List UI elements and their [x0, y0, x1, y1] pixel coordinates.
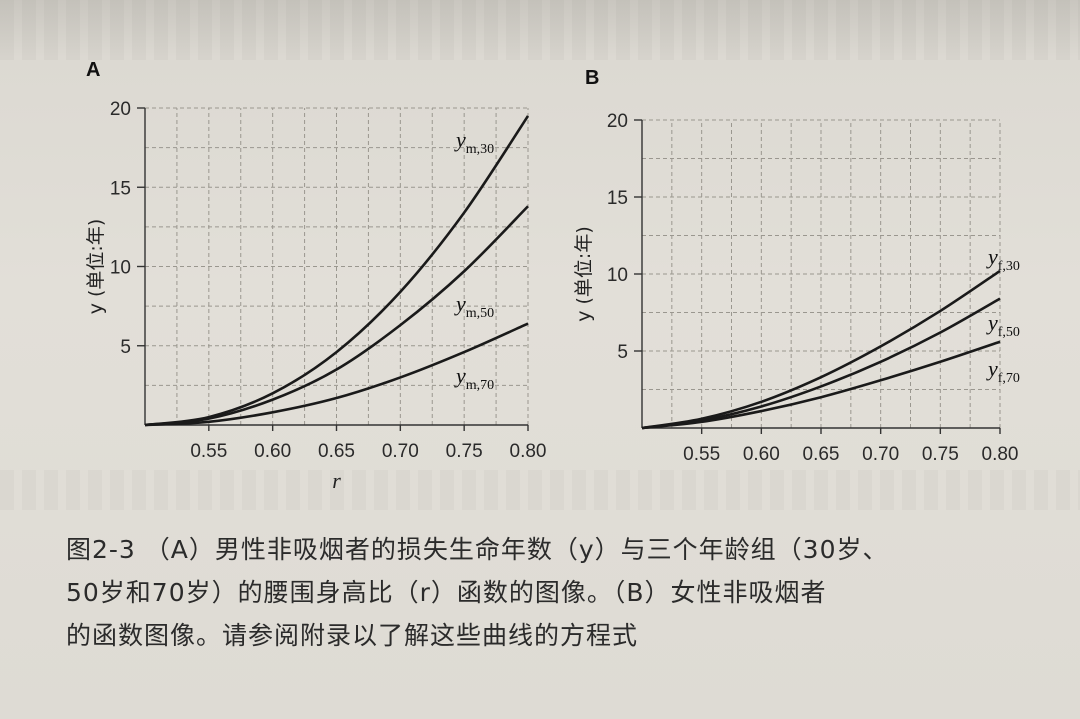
series-label-main: y — [986, 244, 998, 269]
series-label-subscript: m,70 — [466, 378, 494, 393]
series-label-subscript: f,50 — [998, 325, 1020, 340]
series-label-main: y — [454, 127, 466, 152]
chart-a-x-tick-label: 0.80 — [510, 441, 547, 462]
chart-b-series-line-f-50 — [641, 297, 1001, 430]
chart-b-series-label-f-50: yf,50 — [986, 310, 1020, 340]
caption-line-1: 图2-3 （A）男性非吸烟者的损失生命年数（y）与三个年龄组（30岁、 — [66, 535, 889, 564]
chart-b-y-tick-label: 5 — [617, 342, 628, 363]
chart-a-y-tick-label: 10 — [110, 258, 131, 279]
chart-a-y-axis-label: y (单位:年) — [85, 219, 107, 315]
chart-b-y-tick-label: 20 — [607, 111, 628, 132]
chart-a-x-tick-label: 0.75 — [446, 441, 483, 462]
chart-a-x-tick-label: 0.70 — [382, 441, 419, 462]
caption-line-3: 的函数图像。请参阅附录以了解这些曲线的方程式 — [66, 621, 639, 650]
chart-a-series-label-m-70: ym,70 — [454, 363, 494, 393]
chart-b-x-tick-label: 0.70 — [862, 444, 899, 465]
series-label-subscript: f,30 — [998, 259, 1020, 274]
series-label-subscript: f,70 — [998, 371, 1020, 386]
chart-b-series-label-f-30: yf,30 — [986, 244, 1020, 274]
chart-b-panel-label: B — [585, 67, 599, 89]
series-label-main: y — [986, 310, 998, 335]
chart-a-y-tick-label: 15 — [110, 178, 131, 199]
series-label-subscript: m,30 — [466, 142, 494, 157]
chart-a-y-tick-label: 5 — [120, 337, 131, 358]
series-label-main: y — [454, 363, 466, 388]
chart-b-y-axis-label: y (单位:年) — [573, 226, 595, 322]
chart-b-x-tick-label: 0.55 — [683, 444, 720, 465]
bleed-through-text-lower — [0, 470, 1080, 510]
chart-a-series-line-m-50 — [144, 205, 529, 427]
chart-a-y-tick-label: 20 — [110, 99, 131, 120]
chart-a-series-line-m-30 — [144, 115, 530, 427]
chart-b-x-tick-label: 0.60 — [743, 444, 780, 465]
figure-charts: 5 10 15 20 0.55 0.60 0.65 0.70 0.75 0.80 Ay (单位:年)… — [85, 59, 1020, 493]
chart-a-x-tick-label: 0.60 — [254, 441, 291, 462]
chart-a-x-tick-label: 0.55 — [190, 441, 227, 462]
series-label-subscript: m,50 — [466, 306, 494, 321]
chart-a-series-label-m-50: ym,50 — [454, 291, 494, 321]
bleed-through-text — [0, 0, 1080, 60]
caption-line-2: 50岁和70岁）的腰围身高比（r）函数的图像。（B）女性非吸烟者 — [66, 578, 827, 607]
chart-a-x-axis-label: r — [332, 468, 341, 493]
figure-caption: 图2-3 （A）男性非吸烟者的损失生命年数（y）与三个年龄组（30岁、 50岁和… — [66, 528, 1056, 657]
chart-b-series-label-f-70: yf,70 — [986, 356, 1020, 386]
chart-a-panel-label: A — [86, 59, 100, 81]
chart-b-x-tick-label: 0.80 — [982, 444, 1019, 465]
series-label-main: y — [454, 291, 466, 316]
series-label-main: y — [986, 356, 998, 381]
chart-b-y-tick-label: 10 — [607, 265, 628, 286]
chart-b-series-line-f-70 — [641, 340, 1001, 430]
chart-a-series-line-m-70 — [144, 322, 529, 427]
chart-b-x-tick-label: 0.65 — [803, 444, 840, 465]
chart-b-series-line-f-30 — [641, 269, 1001, 430]
chart-a-series-label-m-30: ym,30 — [454, 127, 494, 157]
chart-a-x-tick-label: 0.65 — [318, 441, 355, 462]
chart-b-y-tick-label: 15 — [607, 188, 628, 209]
chart-b-x-tick-label: 0.75 — [922, 444, 959, 465]
